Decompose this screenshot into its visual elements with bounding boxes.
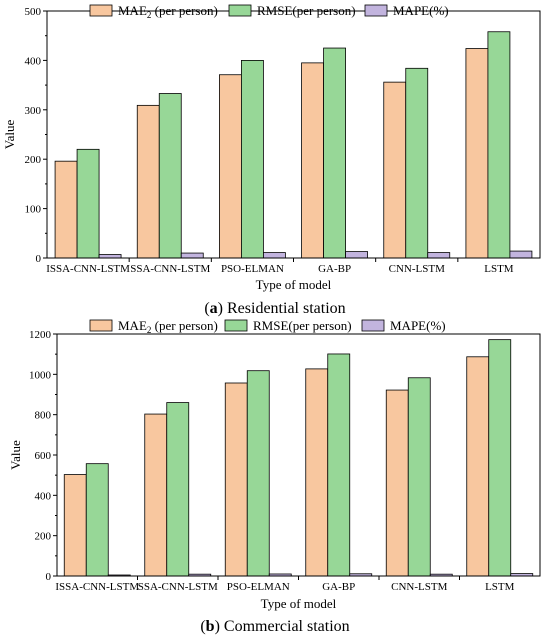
- legend-swatch-3: [364, 4, 388, 17]
- x-tick-label: PSO-ELMAN: [227, 581, 290, 593]
- legend-label-1: MAE2 (per person): [118, 318, 218, 335]
- bar-1-3: [219, 74, 242, 259]
- x-tick-label: GA-BP: [318, 263, 351, 275]
- bar-3-2: [180, 252, 204, 259]
- x-tick-label: PSO-ELMAN: [221, 263, 284, 275]
- bar-2-6: [488, 339, 512, 577]
- x-tick-label: ISSA-CNN-LSTM: [55, 581, 139, 593]
- y-tick-label: 800: [35, 410, 52, 422]
- bar-1-6: [466, 356, 490, 577]
- y-tick-label: 600: [35, 450, 52, 462]
- legend-swatch-1: [89, 319, 113, 332]
- y-tick-label: 1000: [29, 369, 52, 381]
- x-axis-label: Type of model: [256, 277, 332, 292]
- bar-1-6: [465, 48, 489, 259]
- bar-2-5: [407, 377, 431, 577]
- x-tick-label: CNN-LSTM: [391, 581, 447, 593]
- legend-label-3: MAPE(%): [390, 318, 446, 333]
- bar-1-5: [385, 389, 409, 577]
- bar-2-2: [158, 93, 182, 259]
- chart-panel-1: ISSA-CNN-LSTM SSA-CNN-LSTM PSO-ELMAN GA-BP C…: [2, 3, 541, 317]
- bar-1-5: [383, 81, 407, 259]
- y-tick-label: 200: [25, 154, 42, 166]
- legend-label-2: RMSE(per person): [253, 318, 352, 333]
- y-tick-label: 300: [25, 105, 42, 117]
- bar-1-2: [136, 104, 160, 259]
- bar-2-3: [246, 370, 270, 577]
- bar-2-6: [487, 31, 511, 259]
- y-axis-label: Value: [8, 440, 23, 470]
- legend-swatch-1: [89, 4, 113, 17]
- bar-2-1: [76, 148, 100, 259]
- y-tick-label: 0: [36, 253, 42, 265]
- bar-2-4: [323, 47, 346, 259]
- y-tick-label: 100: [25, 204, 42, 216]
- legend-label-3: MAPE(%): [393, 3, 449, 18]
- bar-1-1: [63, 474, 87, 577]
- legend-swatch-2: [224, 319, 248, 332]
- y-tick-label: 500: [25, 6, 42, 18]
- x-tick-label: LSTM: [485, 581, 515, 593]
- x-tick-label: ISSA-CNN-LSTM: [46, 263, 130, 275]
- bar-2-2: [166, 402, 190, 577]
- bar-3-5: [427, 252, 451, 259]
- bar-3-3: [263, 252, 286, 259]
- x-tick-label: CNN-LSTM: [389, 263, 445, 275]
- bar-1-1: [54, 160, 78, 259]
- bar-3-4: [345, 251, 368, 259]
- legend-label-1: MAE2 (per person): [118, 3, 218, 20]
- bar-1-2: [144, 413, 168, 577]
- x-axis-label: Type of model: [261, 596, 337, 611]
- y-tick-label: 0: [46, 571, 52, 583]
- bar-2-4: [327, 353, 351, 577]
- y-tick-label: 1200: [29, 329, 52, 341]
- y-tick-label: 400: [25, 55, 42, 67]
- x-tick-label: LSTM: [484, 263, 514, 275]
- legend-swatch-3: [361, 319, 385, 332]
- bar-1-4: [305, 368, 329, 577]
- bar-2-5: [405, 67, 429, 259]
- legend-swatch-2: [228, 4, 252, 17]
- bar-1-4: [301, 62, 324, 259]
- x-tick-label: SSA-CNN-LSTM: [138, 581, 218, 593]
- panel-caption: (b) Commercial station: [200, 618, 349, 635]
- y-tick-label: 400: [35, 490, 52, 502]
- y-tick-label: 200: [35, 531, 52, 543]
- bar-2-3: [241, 60, 264, 259]
- bar-2-1: [85, 463, 109, 577]
- bar-3-6: [509, 250, 533, 259]
- x-tick-label: SSA-CNN-LSTM: [130, 263, 210, 275]
- x-tick-label: GA-BP: [322, 581, 355, 593]
- panel-caption: (a) Residential station: [204, 300, 345, 317]
- bar-1-3: [224, 382, 248, 577]
- legend-label-2: RMSE(per person): [257, 3, 356, 18]
- bar-3-1: [98, 254, 122, 259]
- y-axis-label: Value: [2, 119, 17, 149]
